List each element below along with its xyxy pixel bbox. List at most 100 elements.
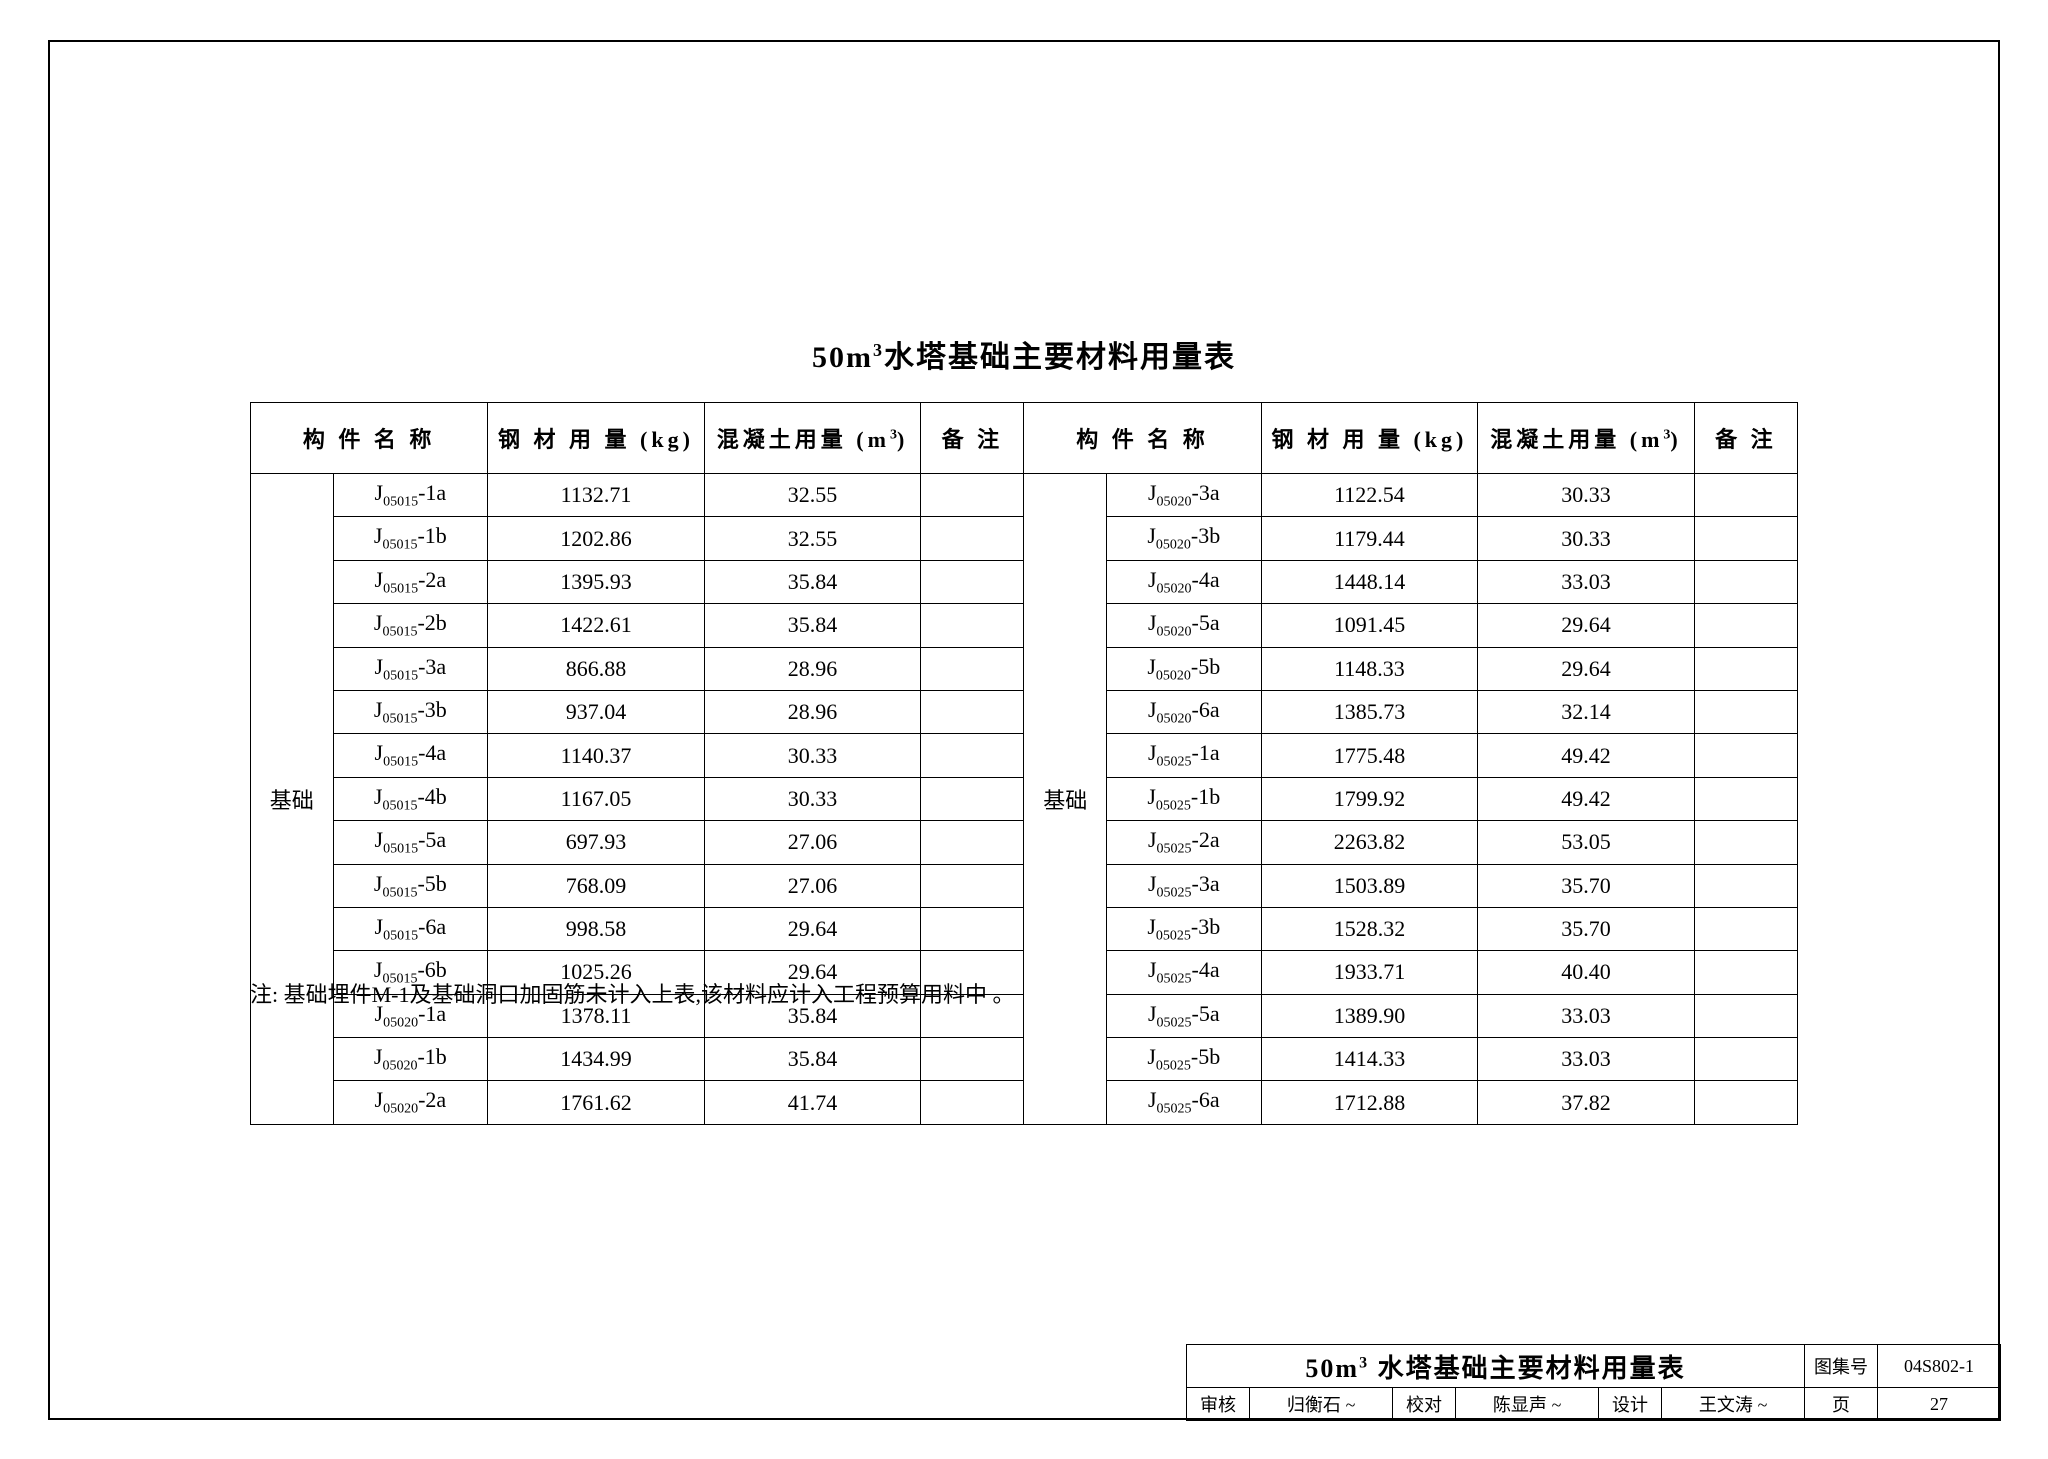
steel-value: 1202.86 [488,517,705,560]
concrete-value: 32.14 [1478,690,1695,733]
remark-cell [1694,994,1797,1037]
component-code: J05025-2a [1106,821,1261,864]
concrete-value: 35.70 [1478,864,1695,907]
tb-check-name: 陈显声 ~ [1456,1388,1599,1421]
header-concrete-left: 混凝土用量 (m3) [704,403,921,474]
tb-page-label: 页 [1805,1388,1878,1421]
component-code: J05025-4a [1106,951,1261,994]
steel-value: 866.88 [488,647,705,690]
steel-value: 1434.99 [488,1038,705,1081]
remark-cell [921,647,1024,690]
tb-check-label: 校对 [1393,1388,1456,1421]
remark-cell [921,560,1024,603]
concrete-value: 33.03 [1478,560,1695,603]
component-code: J05020-5b [1106,647,1261,690]
remark-cell [1694,907,1797,950]
steel-value: 1761.62 [488,1081,705,1124]
header-concrete-right: 混凝土用量 (m3) [1478,403,1695,474]
component-code: J05015-5b [333,864,488,907]
steel-value: 2263.82 [1261,821,1478,864]
component-code: J05020-3b [1106,517,1261,560]
component-code: J05015-2a [333,560,488,603]
steel-value: 998.58 [488,907,705,950]
component-code: J05015-6a [333,907,488,950]
concrete-value: 30.33 [1478,517,1695,560]
component-code: J05020-2a [333,1081,488,1124]
concrete-value: 49.42 [1478,734,1695,777]
component-code: J05025-5b [1106,1038,1261,1081]
concrete-value: 33.03 [1478,1038,1695,1081]
component-code: J05020-4a [1106,560,1261,603]
concrete-value: 35.84 [704,560,921,603]
steel-value: 1712.88 [1261,1081,1478,1124]
remark-cell [1694,690,1797,733]
concrete-value: 30.33 [1478,474,1695,517]
remark-cell [921,690,1024,733]
component-code: J05015-1a [333,474,488,517]
steel-value: 1385.73 [1261,690,1478,733]
remark-cell [1694,821,1797,864]
remark-cell [1694,864,1797,907]
concrete-value: 53.05 [1478,821,1695,864]
remark-cell [921,734,1024,777]
steel-value: 1091.45 [1261,604,1478,647]
concrete-value: 29.64 [1478,604,1695,647]
component-code: J05020-5a [1106,604,1261,647]
concrete-value: 35.84 [704,604,921,647]
header-remark-left: 备 注 [921,403,1024,474]
concrete-value: 30.33 [704,777,921,820]
table-body: 基础J05015-1a1132.7132.55基础J05020-3a1122.5… [251,474,1798,1125]
steel-value: 1140.37 [488,734,705,777]
component-code: J05025-1a [1106,734,1261,777]
header-component-left: 构 件 名 称 [251,403,488,474]
remark-cell [921,1081,1024,1124]
tb-check-sig: ~ [1551,1395,1561,1415]
remark-cell [921,517,1024,560]
steel-value: 1179.44 [1261,517,1478,560]
component-code: J05015-2b [333,604,488,647]
concrete-value: 30.33 [704,734,921,777]
remark-cell [1694,1081,1797,1124]
steel-value: 1395.93 [488,560,705,603]
concrete-value: 29.64 [704,907,921,950]
tb-atlas-value: 04S802-1 [1878,1345,2001,1388]
title-prefix: 50m [812,341,873,374]
remark-cell [921,777,1024,820]
remark-cell [921,821,1024,864]
steel-value: 1799.92 [1261,777,1478,820]
concrete-value: 35.84 [704,1038,921,1081]
steel-value: 937.04 [488,690,705,733]
remark-cell [1694,517,1797,560]
component-code: J05025-1b [1106,777,1261,820]
concrete-value: 27.06 [704,864,921,907]
steel-value: 1389.90 [1261,994,1478,1037]
tb-page-value: 27 [1878,1388,2001,1421]
component-code: J05015-3b [333,690,488,733]
tb-atlas-label: 图集号 [1805,1345,1878,1388]
component-code: J05015-4a [333,734,488,777]
concrete-value: 33.03 [1478,994,1695,1037]
component-code: J05025-5a [1106,994,1261,1037]
title-exp: 3 [873,340,884,360]
tb-main-title: 50m3 水塔基础主要材料用量表 [1187,1345,1805,1388]
concrete-value: 29.64 [1478,647,1695,690]
component-code: J05015-1b [333,517,488,560]
concrete-value: 35.70 [1478,907,1695,950]
concrete-value: 49.42 [1478,777,1695,820]
remark-cell [1694,777,1797,820]
concrete-value: 28.96 [704,647,921,690]
group-label-left: 基础 [251,474,334,1125]
remark-cell [921,864,1024,907]
table-head: 构 件 名 称 钢 材 用 量 (kg) 混凝土用量 (m3) 备 注 构 件 … [251,403,1798,474]
tb-review-name: 归衡石 ~ [1250,1388,1393,1421]
concrete-value: 41.74 [704,1081,921,1124]
concrete-value: 32.55 [704,517,921,560]
component-code: J05015-5a [333,821,488,864]
steel-value: 1132.71 [488,474,705,517]
header-steel-left: 钢 材 用 量 (kg) [488,403,705,474]
steel-value: 1422.61 [488,604,705,647]
title-block: 50m3 水塔基础主要材料用量表 图集号 04S802-1 审核 归衡石 ~ 校… [1186,1344,2001,1421]
remark-cell [921,907,1024,950]
steel-value: 1167.05 [488,777,705,820]
header-remark-right: 备 注 [1694,403,1797,474]
